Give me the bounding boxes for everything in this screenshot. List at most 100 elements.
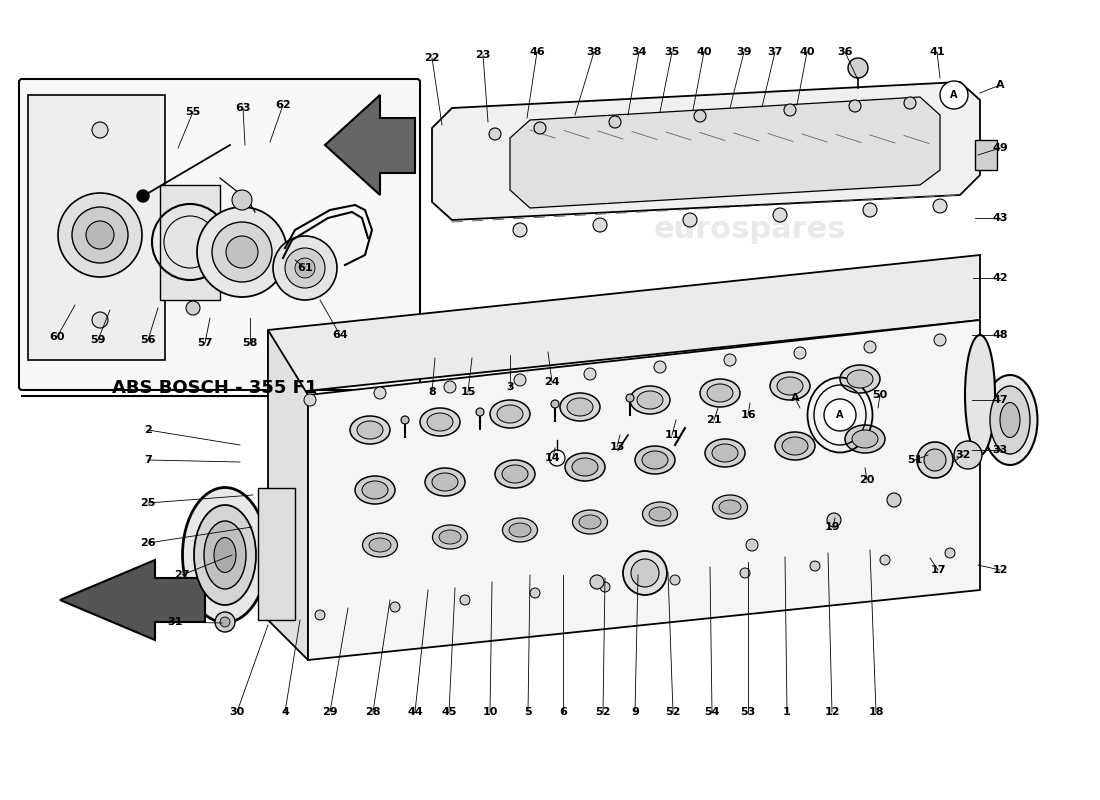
Circle shape <box>295 258 315 278</box>
Text: 11: 11 <box>664 430 680 440</box>
Ellipse shape <box>204 521 246 589</box>
Text: 35: 35 <box>664 47 680 57</box>
Circle shape <box>58 193 142 277</box>
Ellipse shape <box>782 437 808 455</box>
Circle shape <box>924 449 946 471</box>
Text: ABS BOSCH - 355 F1: ABS BOSCH - 355 F1 <box>112 379 318 397</box>
Ellipse shape <box>355 476 395 504</box>
Text: 3: 3 <box>506 382 514 392</box>
Text: 58: 58 <box>242 338 257 348</box>
Circle shape <box>490 128 500 140</box>
Text: 48: 48 <box>992 330 1008 340</box>
Circle shape <box>444 381 456 393</box>
Ellipse shape <box>425 468 465 496</box>
Ellipse shape <box>700 379 740 407</box>
Ellipse shape <box>845 425 886 453</box>
Text: 29: 29 <box>322 707 338 717</box>
Ellipse shape <box>490 400 530 428</box>
Text: 15: 15 <box>460 387 475 397</box>
Ellipse shape <box>713 495 748 519</box>
Text: 40: 40 <box>800 47 815 57</box>
Polygon shape <box>258 488 295 620</box>
Text: 5: 5 <box>525 707 531 717</box>
Text: 34: 34 <box>631 47 647 57</box>
Circle shape <box>848 58 868 78</box>
Circle shape <box>584 368 596 380</box>
Polygon shape <box>510 97 940 208</box>
Circle shape <box>864 203 877 217</box>
Ellipse shape <box>560 393 600 421</box>
Text: 4: 4 <box>282 707 289 717</box>
Circle shape <box>849 100 861 112</box>
Ellipse shape <box>777 377 803 395</box>
Text: A: A <box>996 80 1004 90</box>
Circle shape <box>683 213 697 227</box>
Circle shape <box>551 400 559 408</box>
Ellipse shape <box>840 365 880 393</box>
Circle shape <box>226 236 258 268</box>
Text: 51: 51 <box>908 455 923 465</box>
Ellipse shape <box>642 502 678 526</box>
Ellipse shape <box>579 515 601 529</box>
Circle shape <box>590 575 604 589</box>
Ellipse shape <box>214 538 236 573</box>
Ellipse shape <box>566 398 593 416</box>
Text: 62: 62 <box>275 100 290 110</box>
Ellipse shape <box>852 430 878 448</box>
Circle shape <box>304 394 316 406</box>
Text: 21: 21 <box>706 415 722 425</box>
Text: 12: 12 <box>992 565 1008 575</box>
Ellipse shape <box>847 370 873 388</box>
Polygon shape <box>268 255 980 395</box>
Text: 52: 52 <box>595 707 610 717</box>
Circle shape <box>86 221 114 249</box>
Text: 32: 32 <box>955 450 970 460</box>
Circle shape <box>746 539 758 551</box>
Ellipse shape <box>427 413 453 431</box>
Circle shape <box>214 612 235 632</box>
Text: 20: 20 <box>859 475 874 485</box>
Circle shape <box>724 354 736 366</box>
Ellipse shape <box>350 416 390 444</box>
Text: 39: 39 <box>736 47 751 57</box>
Circle shape <box>390 602 400 612</box>
Text: 37: 37 <box>768 47 783 57</box>
Text: 56: 56 <box>141 335 156 345</box>
Text: 25: 25 <box>141 498 156 508</box>
Circle shape <box>530 588 540 598</box>
Text: 2: 2 <box>144 425 152 435</box>
Ellipse shape <box>502 465 528 483</box>
Circle shape <box>954 441 982 469</box>
Circle shape <box>887 493 901 507</box>
Circle shape <box>670 575 680 585</box>
Text: 23: 23 <box>475 50 491 60</box>
Ellipse shape <box>497 405 522 423</box>
Ellipse shape <box>358 421 383 439</box>
Polygon shape <box>60 560 205 640</box>
Ellipse shape <box>712 444 738 462</box>
Ellipse shape <box>432 525 468 549</box>
Text: 53: 53 <box>740 707 756 717</box>
Ellipse shape <box>565 453 605 481</box>
Text: 12: 12 <box>824 707 839 717</box>
Ellipse shape <box>705 439 745 467</box>
Text: A: A <box>836 410 844 420</box>
Circle shape <box>794 347 806 359</box>
Text: 26: 26 <box>140 538 156 548</box>
Text: 14: 14 <box>546 453 561 463</box>
Ellipse shape <box>630 386 670 414</box>
Circle shape <box>232 190 252 210</box>
Circle shape <box>315 610 324 620</box>
Circle shape <box>933 199 947 213</box>
Text: 46: 46 <box>529 47 544 57</box>
Circle shape <box>880 555 890 565</box>
Text: 44: 44 <box>407 707 422 717</box>
Text: 50: 50 <box>872 390 888 400</box>
Circle shape <box>600 582 610 592</box>
Ellipse shape <box>982 375 1037 465</box>
Circle shape <box>273 236 337 300</box>
Ellipse shape <box>194 505 256 605</box>
Ellipse shape <box>965 335 996 455</box>
FancyBboxPatch shape <box>19 79 420 390</box>
Ellipse shape <box>363 533 397 557</box>
